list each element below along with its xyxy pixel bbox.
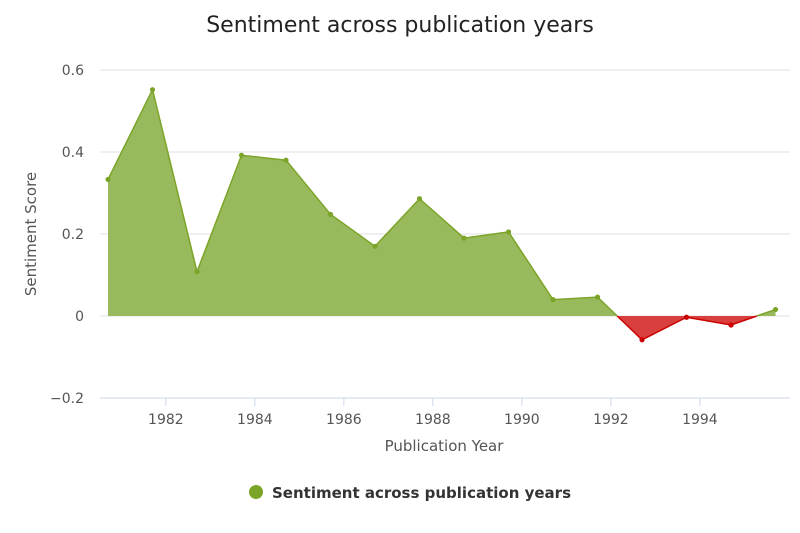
data-point[interactable]	[728, 322, 734, 328]
data-point[interactable]	[550, 297, 556, 303]
data-point[interactable]	[327, 211, 334, 217]
x-tick-label: 1994	[682, 412, 718, 428]
y-axis-label: Sentiment Score	[22, 172, 40, 296]
data-point[interactable]	[416, 196, 423, 202]
data-point[interactable]	[149, 87, 156, 93]
data-point[interactable]	[238, 152, 245, 158]
data-point[interactable]	[105, 176, 111, 183]
y-tick-label: −0.2	[50, 391, 84, 407]
x-tick-label: 1986	[326, 412, 362, 428]
y-tick-label: 0	[75, 309, 84, 325]
x-tick-label: 1988	[415, 412, 451, 428]
area-layer	[108, 89, 776, 340]
data-point[interactable]	[639, 337, 645, 343]
data-point[interactable]	[683, 314, 690, 320]
y-tick-label: 0.2	[62, 227, 84, 243]
data-point[interactable]	[194, 269, 200, 275]
data-point[interactable]	[372, 243, 378, 249]
chart-title: Sentiment across publication years	[206, 13, 594, 38]
legend-marker[interactable]	[249, 485, 263, 499]
y-tick-label: 0.4	[62, 145, 84, 161]
axis-layer: 0.6 0.4 0.2 0 −0.2 1982 1984 1986 1988 1990 1992 19…	[50, 63, 790, 428]
data-point[interactable]	[283, 157, 289, 163]
x-tick-label: 1992	[593, 412, 629, 428]
x-tick-label: 1990	[504, 412, 540, 428]
data-point[interactable]	[461, 235, 467, 241]
legend[interactable]: Sentiment across publication years	[249, 484, 571, 502]
point-layer	[105, 87, 779, 343]
data-point[interactable]	[594, 294, 601, 300]
data-point[interactable]	[505, 229, 512, 235]
x-axis-label: Publication Year	[385, 437, 505, 455]
x-tick-label: 1982	[148, 412, 184, 428]
y-tick-label: 0.6	[62, 63, 84, 79]
data-point[interactable]	[772, 306, 779, 313]
series-line	[756, 308, 776, 317]
x-tick-label: 1984	[237, 412, 273, 428]
legend-label[interactable]: Sentiment across publication years	[272, 484, 571, 502]
positive-area	[108, 89, 618, 317]
